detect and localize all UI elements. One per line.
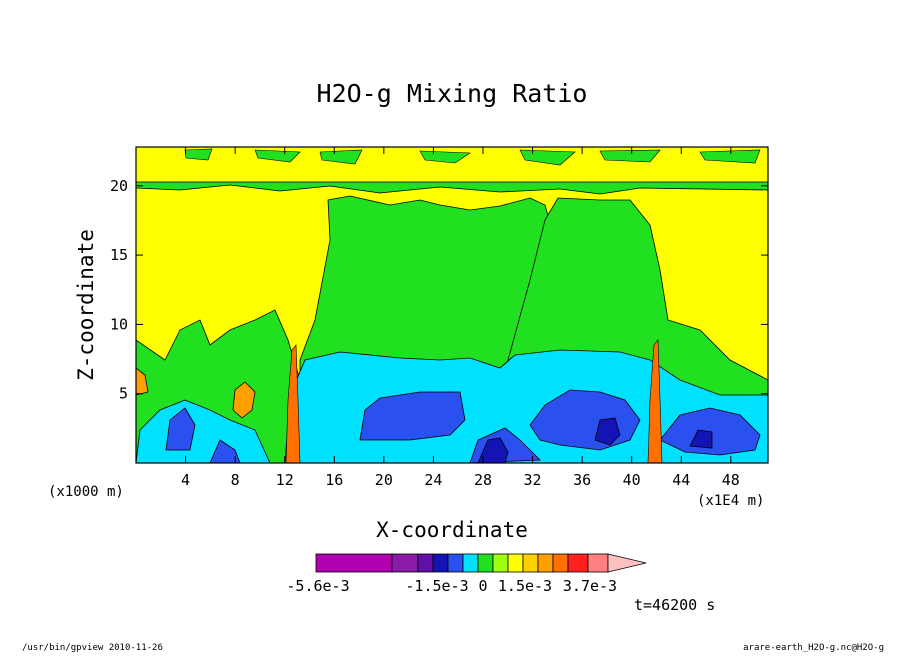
orange-left-blob bbox=[136, 367, 256, 419]
y-tick-label: 20 bbox=[110, 177, 128, 195]
y-axis-label: Z-coordinate bbox=[74, 229, 98, 381]
colorbar-tick-label: 1.5e-3 bbox=[498, 577, 552, 595]
time-label: t=46200 s bbox=[634, 596, 715, 614]
colorbar-swatch bbox=[537, 553, 554, 573]
footer-left: /usr/bin/gpview 2010-11-26 bbox=[22, 643, 163, 653]
colorbar-extend-arrow bbox=[607, 553, 647, 573]
colorbar-swatch bbox=[492, 553, 509, 573]
upper-green-band bbox=[136, 181, 768, 195]
upper-green-blobs bbox=[184, 148, 761, 166]
x-tick-label: 44 bbox=[672, 471, 690, 489]
colorbar-swatch bbox=[507, 553, 524, 573]
y-tick-label: 15 bbox=[110, 246, 128, 264]
colorbar-swatch bbox=[587, 553, 609, 573]
footer-right: arare-earth_H2O-g.nc@H2O-g bbox=[743, 643, 884, 653]
colorbar bbox=[315, 553, 647, 573]
x-tick-label: 16 bbox=[325, 471, 343, 489]
x-tick-label: 40 bbox=[623, 471, 641, 489]
x-tick-label: 8 bbox=[231, 471, 240, 489]
plot-frame bbox=[135, 146, 769, 464]
vertical-plume-a bbox=[285, 344, 301, 463]
contour-field bbox=[136, 147, 768, 463]
y-tick-label: 10 bbox=[110, 315, 128, 333]
colorbar-tick-label: 3.7e-3 bbox=[563, 577, 617, 595]
colorbar-swatch bbox=[391, 553, 419, 573]
vertical-plume-b bbox=[647, 339, 663, 463]
x-unit-right: (x1E4 m) bbox=[697, 493, 764, 509]
colorbar-swatch bbox=[462, 553, 479, 573]
colorbar-swatch bbox=[552, 553, 569, 573]
x-tick-label: 48 bbox=[722, 471, 740, 489]
darkblue-patches bbox=[477, 417, 713, 463]
colorbar-swatch bbox=[432, 553, 449, 573]
x-tick-label: 32 bbox=[524, 471, 542, 489]
colorbar-labels: -5.6e-3 -1.5e-3 0 1.5e-3 3.7e-3 bbox=[286, 577, 617, 595]
y-axis: 5 10 15 20 bbox=[110, 177, 768, 403]
x-tick-label: 4 bbox=[181, 471, 190, 489]
x-unit-left: (x1000 m) bbox=[48, 484, 124, 500]
colorbar-swatch bbox=[315, 553, 393, 573]
colorbar-swatch bbox=[477, 553, 494, 573]
colorbar-tick-label: 0 bbox=[478, 577, 487, 595]
colorbar-swatch bbox=[417, 553, 434, 573]
x-axis: 4 8 12 16 20 24 28 32 36 40 44 48 bbox=[181, 147, 740, 489]
colorbar-swatch bbox=[567, 553, 589, 573]
x-tick-label: 36 bbox=[573, 471, 591, 489]
colorbar-swatch bbox=[522, 553, 539, 573]
x-axis-label: X-coordinate bbox=[376, 518, 528, 542]
y-tick-label: 5 bbox=[119, 385, 128, 403]
colorbar-tick-label: -1.5e-3 bbox=[405, 577, 468, 595]
chart-title: H2O-g Mixing Ratio bbox=[317, 79, 588, 108]
x-tick-label: 28 bbox=[474, 471, 492, 489]
colorbar-tick-label: -5.6e-3 bbox=[286, 577, 349, 595]
blue-band-a bbox=[359, 391, 466, 441]
blue-left bbox=[165, 407, 241, 463]
x-tick-label: 20 bbox=[375, 471, 393, 489]
colorbar-swatch bbox=[447, 553, 464, 573]
x-tick-label: 24 bbox=[424, 471, 442, 489]
x-tick-label: 12 bbox=[276, 471, 294, 489]
